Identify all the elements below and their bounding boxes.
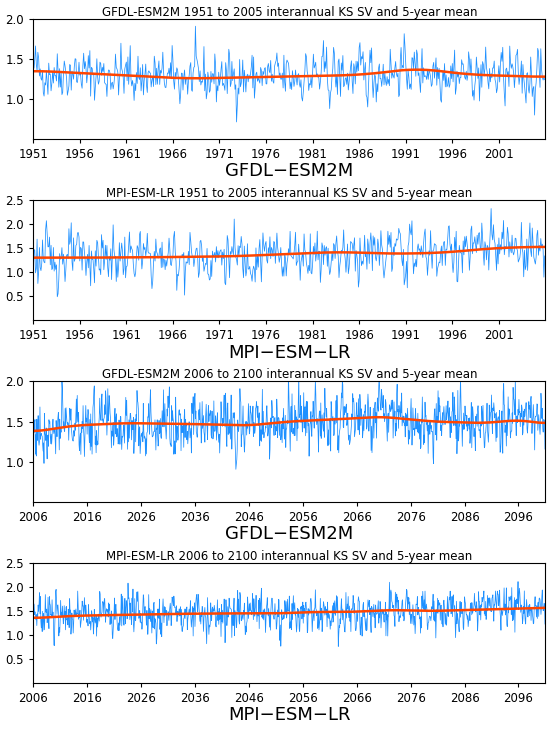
X-axis label: MPI−ESM−LR: MPI−ESM−LR (228, 344, 350, 361)
Title: GFDL-ESM2M 2006 to 2100 interannual KS SV and 5-year mean: GFDL-ESM2M 2006 to 2100 interannual KS S… (101, 369, 477, 382)
X-axis label: GFDL−ESM2M: GFDL−ESM2M (225, 525, 353, 543)
X-axis label: GFDL−ESM2M: GFDL−ESM2M (225, 162, 353, 180)
Title: MPI-ESM-LR 2006 to 2100 interannual KS SV and 5-year mean: MPI-ESM-LR 2006 to 2100 interannual KS S… (106, 550, 472, 563)
X-axis label: MPI−ESM−LR: MPI−ESM−LR (228, 707, 350, 724)
Title: MPI-ESM-LR 1951 to 2005 interannual KS SV and 5-year mean: MPI-ESM-LR 1951 to 2005 interannual KS S… (106, 187, 472, 200)
Title: GFDL-ESM2M 1951 to 2005 interannual KS SV and 5-year mean: GFDL-ESM2M 1951 to 2005 interannual KS S… (101, 6, 477, 18)
